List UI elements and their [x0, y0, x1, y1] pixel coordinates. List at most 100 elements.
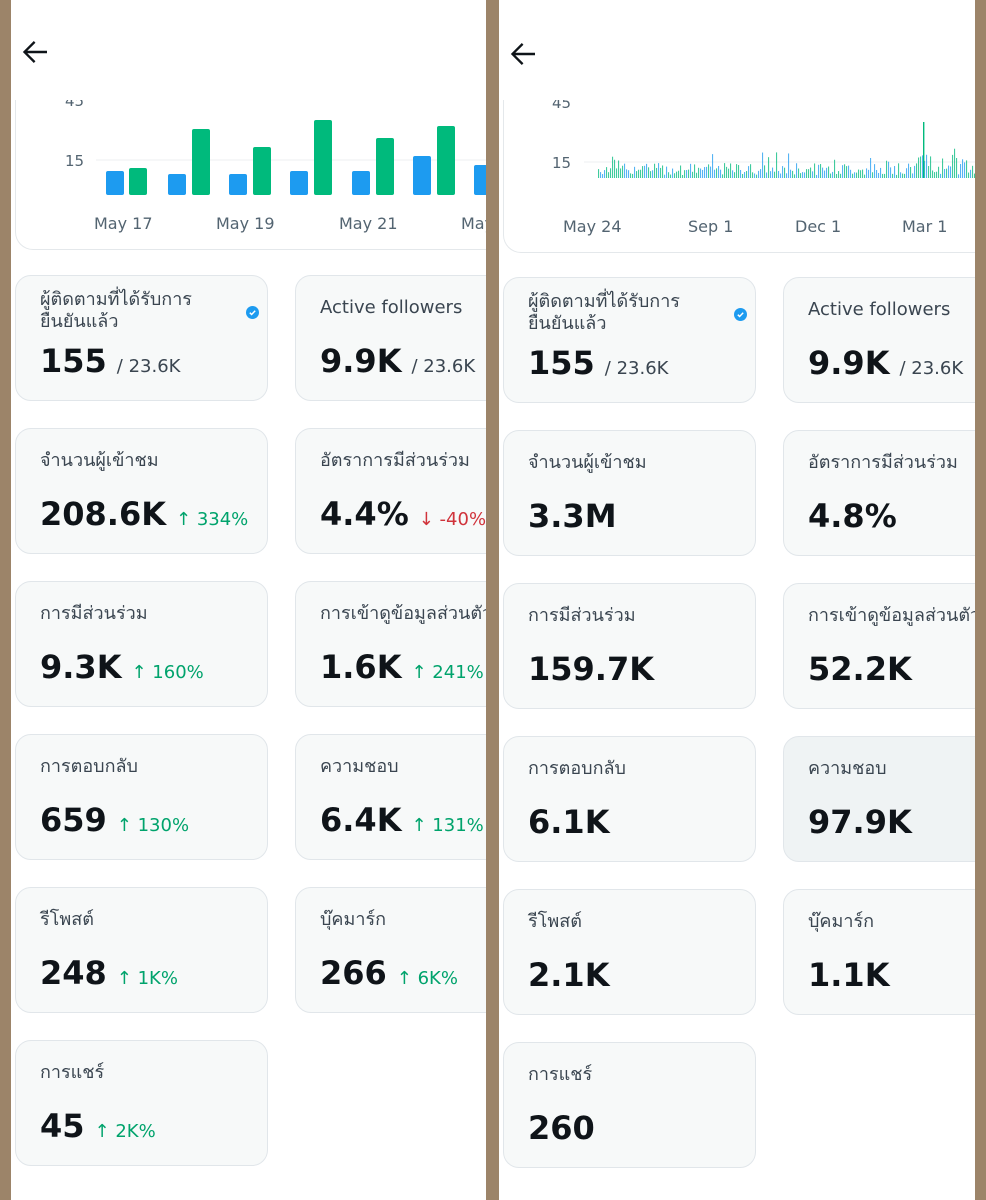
stat-label: รีโพสต์ — [528, 911, 582, 932]
stat-value: 2.1K — [528, 956, 610, 994]
stat-card[interactable]: Active followers 9.9K / 23.6K — [783, 277, 975, 403]
daily-bar — [660, 167, 662, 178]
daily-bar — [632, 173, 634, 178]
daily-bar — [734, 172, 736, 178]
daily-bar — [830, 173, 832, 178]
stat-label: การมีส่วนร่วม — [528, 605, 636, 626]
daily-bar — [738, 165, 740, 178]
stat-value: 97.9K — [808, 803, 912, 841]
bar-series-a — [352, 171, 370, 195]
stat-label: การมีส่วนร่วม — [40, 603, 148, 624]
daily-bar — [648, 167, 650, 178]
daily-bar — [934, 172, 936, 178]
daily-bar — [936, 171, 938, 178]
stat-card[interactable]: การเข้าดูข้อมูลส่วนตัว 1.6K ↑ 241% — [295, 581, 486, 707]
stat-card[interactable]: จำนวนผู้เข้าชม 208.6K ↑ 334% — [15, 428, 268, 554]
stat-card[interactable]: บุ๊คมาร์ก 1.1K — [783, 889, 975, 1015]
daily-bar — [962, 159, 964, 178]
daily-bar — [690, 163, 692, 178]
x-tick-label: May 17 — [94, 214, 153, 233]
daily-bar — [646, 163, 648, 178]
daily-bar — [784, 167, 786, 178]
stat-card[interactable]: การตอบกลับ 6.1K — [503, 736, 756, 862]
daily-bar — [642, 166, 644, 178]
daily-bar — [860, 170, 862, 178]
daily-bar — [640, 169, 642, 178]
daily-bar — [884, 173, 886, 178]
daily-bar — [606, 167, 608, 178]
daily-bar — [720, 169, 722, 178]
stat-card[interactable]: รีโพสต์ 2.1K — [503, 889, 756, 1015]
stat-card[interactable]: ความชอบ 6.4K ↑ 131% — [295, 734, 486, 860]
analytics-panel-right: 45 15 May 24 Sep 1 Dec 1 Mar 1 ผู้ติดตาม… — [499, 0, 975, 1200]
stat-value-row: 9.9K / 23.6K — [320, 342, 475, 386]
stat-card[interactable]: การแชร์ 45 ↑ 2K% — [15, 1040, 268, 1166]
stat-card[interactable]: รีโพสต์ 248 ↑ 1K% — [15, 887, 268, 1013]
daily-bar — [854, 172, 856, 178]
stat-card[interactable]: ผู้ติดตามที่ได้รับการยืนยันแล้ว 155 / 23.6… — [15, 275, 268, 401]
stat-value-row: 2.1K — [528, 956, 609, 994]
daily-bar — [920, 156, 922, 178]
stat-card[interactable]: ความชอบ 97.9K — [783, 736, 975, 862]
stat-card[interactable]: การมีส่วนร่วม 9.3K ↑ 160% — [15, 581, 268, 707]
stat-card[interactable]: จำนวนผู้เข้าชม 3.3M — [503, 430, 756, 556]
stat-label: จำนวนผู้เข้าชม — [40, 450, 159, 471]
daily-bar — [794, 174, 796, 178]
stat-card[interactable]: การแชร์ 260 — [503, 1042, 756, 1168]
back-button[interactable] — [17, 34, 53, 70]
daily-bar — [700, 168, 702, 178]
daily-bar — [870, 158, 872, 178]
daily-bar — [804, 172, 806, 178]
daily-bar — [938, 166, 940, 178]
stat-label: การตอบกลับ — [40, 756, 138, 777]
x-tick-label: May 19 — [216, 214, 275, 233]
arrow-left-icon — [22, 41, 47, 63]
daily-bar — [764, 165, 766, 178]
daily-bar — [736, 164, 738, 178]
stat-card[interactable]: Active followers 9.9K / 23.6K — [295, 275, 486, 401]
stat-card[interactable]: การมีส่วนร่วม 159.7K — [503, 583, 756, 709]
stat-value: 6.4K — [320, 801, 402, 839]
back-button[interactable] — [505, 36, 541, 72]
stat-value-row: 4.8% — [808, 497, 897, 535]
daily-bar — [923, 122, 925, 178]
daily-bar — [706, 166, 708, 178]
daily-bar — [662, 165, 664, 178]
stat-total: / 23.6K — [604, 358, 669, 379]
daily-bar — [894, 166, 896, 178]
stat-card[interactable]: การเข้าดูข้อมูลส่วนตัว 52.2K — [783, 583, 975, 709]
stat-card[interactable]: อัตราการมีส่วนร่วม 4.4% ↓ -40% — [295, 428, 486, 554]
stat-label: การเข้าดูข้อมูลส่วนตัว — [808, 605, 975, 626]
daily-bar — [742, 173, 744, 178]
stat-value-row: 45 ↑ 2K% — [40, 1107, 156, 1151]
daily-bar — [682, 174, 684, 178]
daily-bar — [858, 169, 860, 178]
verified-check-icon — [734, 308, 747, 321]
daily-bar — [602, 174, 604, 178]
stat-card[interactable]: การตอบกลับ 659 ↑ 130% — [15, 734, 268, 860]
yearly-bar-chart: 45 15 May 24 Sep 1 Dec 1 Mar 1 — [552, 94, 975, 236]
daily-bar — [796, 163, 798, 178]
daily-bar — [714, 169, 716, 178]
daily-bar — [974, 173, 975, 178]
stat-value-row: 659 ↑ 130% — [40, 801, 189, 845]
daily-bar — [762, 152, 764, 178]
daily-bar — [740, 169, 742, 178]
stat-value: 1.6K — [320, 648, 402, 686]
stat-card[interactable]: บุ๊คมาร์ก 266 ↑ 6K% — [295, 887, 486, 1013]
daily-bar — [822, 167, 824, 178]
stat-card[interactable]: ผู้ติดตามที่ได้รับการยืนยันแล้ว 155 / 23.6… — [503, 277, 756, 403]
daily-bar — [852, 173, 854, 178]
stat-label: จำนวนผู้เข้าชม — [528, 452, 647, 473]
stat-label: การเข้าดูข้อมูลส่วนตัว — [320, 603, 486, 624]
daily-bar — [846, 166, 848, 178]
stat-value-row: 9.3K ↑ 160% — [40, 648, 204, 692]
stat-label: ผู้ติดตามที่ได้รับการยืนยันแล้ว — [40, 289, 192, 332]
daily-bar — [644, 165, 646, 178]
stat-card[interactable]: อัตราการมีส่วนร่วม 4.8% — [783, 430, 975, 556]
stat-delta: ↑ 241% — [411, 662, 484, 683]
stat-value: 9.9K — [320, 342, 402, 380]
daily-bar — [724, 163, 726, 178]
bar-series-b — [129, 168, 147, 195]
daily-bar — [750, 164, 752, 178]
